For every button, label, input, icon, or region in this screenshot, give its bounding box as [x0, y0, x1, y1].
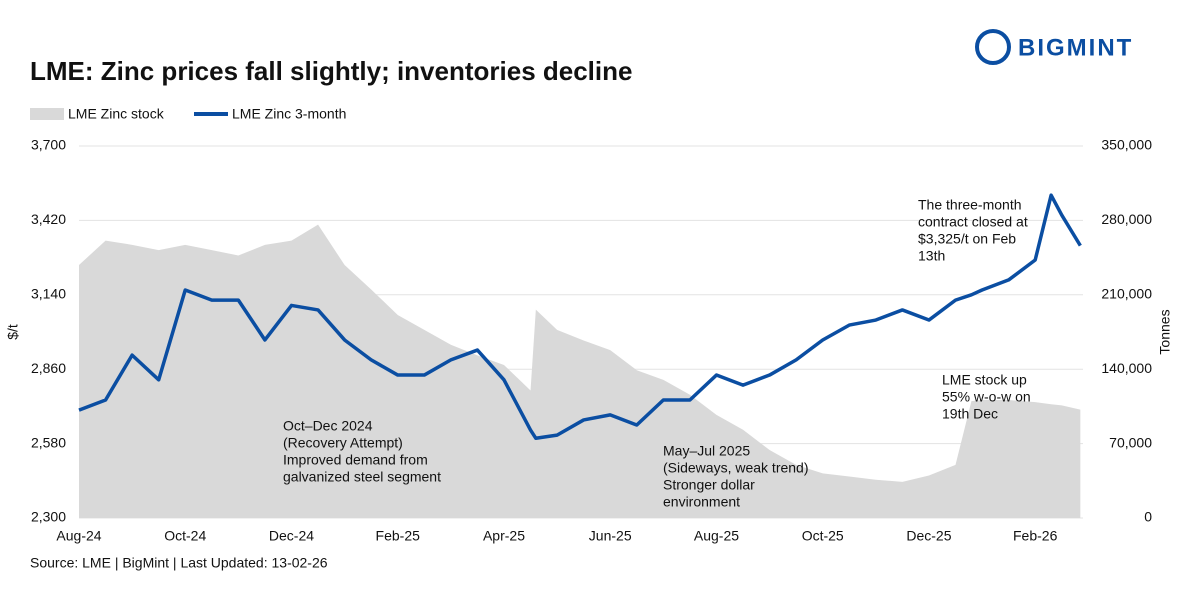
legend-label: LME Zinc stock: [68, 106, 165, 122]
annotation: contract closed at: [918, 214, 1028, 230]
annotation: May–Jul 2025: [663, 443, 750, 459]
x-tick-label: Dec-25: [906, 528, 951, 544]
x-tick-label: Apr-25: [483, 528, 525, 544]
annotation: $3,325/t on Feb: [918, 231, 1016, 247]
x-tick-label: Aug-25: [694, 528, 739, 544]
y-tick-label: 3,700: [31, 137, 66, 153]
annotation: 13th: [918, 248, 945, 264]
legend-label: LME Zinc 3-month: [232, 106, 346, 122]
x-tick-label: Oct-24: [164, 528, 206, 544]
annotation: 19th Dec: [942, 406, 998, 422]
annotation: The three-month: [918, 197, 1022, 213]
annotation: Stronger dollar: [663, 477, 755, 493]
area: [79, 224, 1081, 518]
y2-tick-label: 280,000: [1101, 211, 1152, 227]
logo: BIGMINT: [975, 29, 1133, 65]
annotation: (Sideways, weak trend): [663, 460, 809, 476]
x-tick-label: Feb-25: [376, 528, 421, 544]
annotation: LME stock up: [942, 372, 1027, 388]
x-tick-label: Dec-24: [269, 528, 314, 544]
annotation: Improved demand from: [283, 452, 428, 468]
y2-tick-label: 70,000: [1109, 434, 1152, 450]
annotation: galvanized steel segment: [283, 469, 441, 485]
logo-icon: [975, 29, 1011, 65]
logo-text: BIGMINT: [1018, 34, 1133, 61]
x-tick-label: Feb-26: [1013, 528, 1058, 544]
annotations: Oct–Dec 2024 (Recovery Attempt) Improved…: [283, 197, 1031, 510]
y2-tick-label: 0: [1144, 509, 1152, 525]
legend-swatch: [30, 108, 64, 120]
source: Source: LME | BigMint | Last Updated: 13…: [30, 555, 328, 571]
annotation: 55% w-o-w on: [942, 389, 1031, 405]
chart-title: LME: Zinc prices fall slightly; inventor…: [30, 56, 632, 86]
annotation: (Recovery Attempt): [283, 435, 403, 451]
y-tick-label: 2,300: [31, 509, 66, 525]
annotation: Oct–Dec 2024: [283, 418, 373, 434]
y-tick-label: 2,860: [31, 360, 66, 376]
legend: LME Zinc stock LME Zinc 3-month: [30, 106, 346, 122]
y2-tick-label: 350,000: [1101, 137, 1152, 153]
y-tick-label: 3,420: [31, 211, 66, 227]
y2-axis-label: Tonnes: [1157, 309, 1173, 354]
plot: 2,300 2,580 2,860 3,140 3,420 3,700 0 70,000 140…: [31, 137, 1152, 544]
y-axis-label: $/t: [5, 324, 21, 340]
y2-tick-label: 210,000: [1101, 286, 1152, 302]
x-tick-label: Oct-25: [802, 528, 844, 544]
y2-tick-label: 140,000: [1101, 360, 1152, 376]
line: [78, 193, 1082, 441]
y-tick-label: 3,140: [31, 286, 66, 302]
x-tick-label: Jun-25: [589, 528, 632, 544]
x-tick-label: Aug-24: [56, 528, 101, 544]
annotation: environment: [663, 494, 740, 510]
y-tick-label: 2,580: [31, 434, 66, 450]
